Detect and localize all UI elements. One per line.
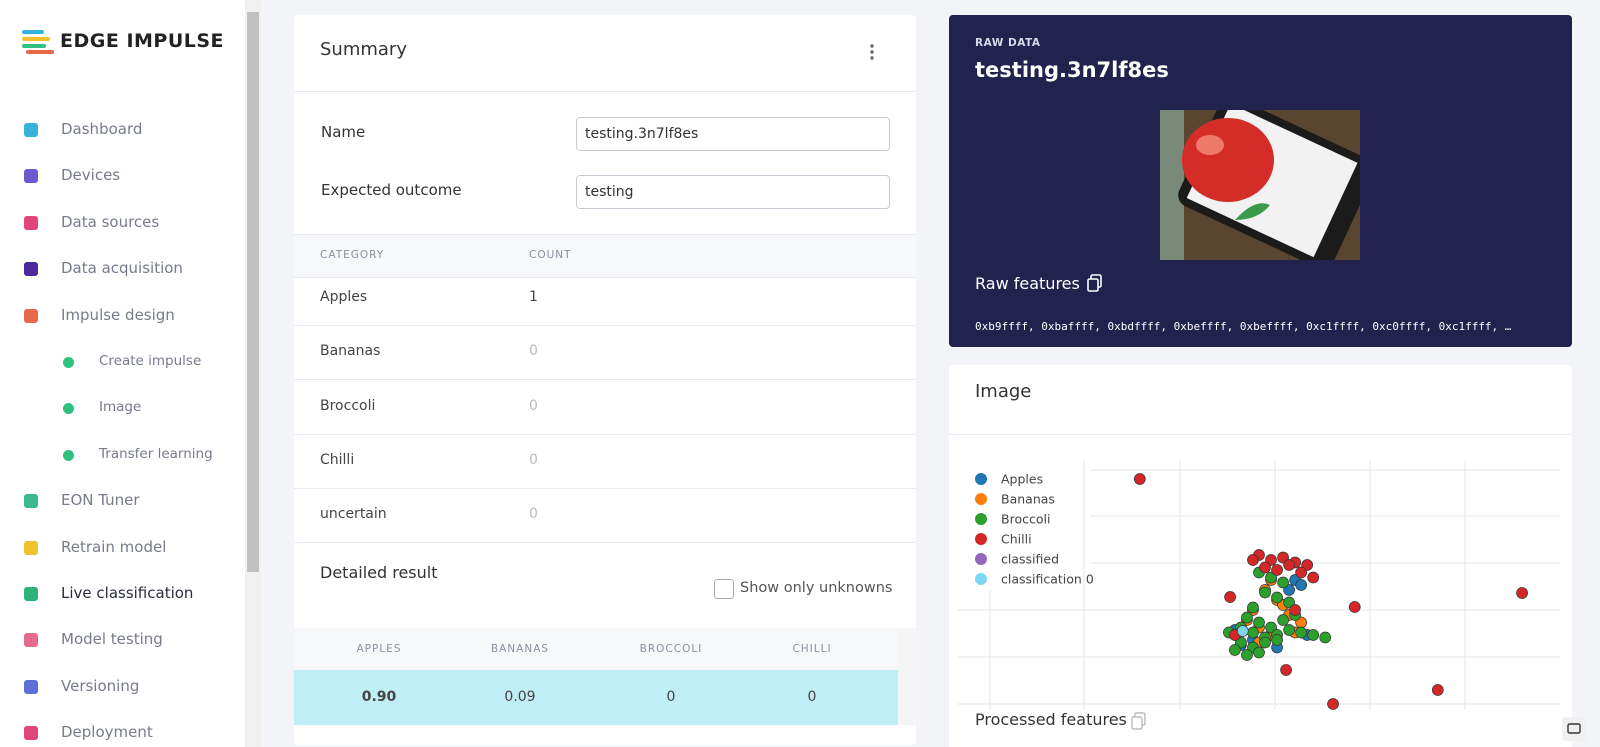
section-title: Processed features: [975, 710, 1127, 729]
result-row: [294, 670, 898, 725]
text-input: testing.3n7lf8es: [576, 117, 890, 151]
divider: [294, 325, 916, 326]
table-cell: 0: [529, 451, 538, 468]
raw-features: 0xb9ffff, 0xbaffff, 0xbdffff, 0xbeffff, …: [975, 320, 1512, 333]
nav-item[interactable]: Versioning: [61, 676, 140, 695]
card-label: RAW DATA: [975, 37, 1041, 49]
summary-card: Summary Detailed result Show only unknow…: [294, 15, 916, 745]
copy-button[interactable]: [1087, 274, 1103, 292]
sample-image: [1160, 110, 1360, 260]
nav-item[interactable]: Live classification: [61, 584, 194, 602]
divider: [294, 379, 916, 381]
nav-icon[interactable]: [24, 540, 38, 555]
divider: [949, 434, 1572, 435]
table-header-cell: BANANAS: [490, 643, 550, 655]
nav-icon[interactable]: [24, 308, 38, 323]
nav-item[interactable]: Retrain model: [61, 537, 167, 556]
chat-button[interactable]: [1562, 717, 1586, 741]
table-cell: Apples: [320, 289, 368, 305]
nav-dot[interactable]: [63, 357, 74, 368]
table-cell: 0: [529, 506, 538, 523]
table-cell: 0: [807, 689, 817, 705]
result-header: [294, 628, 898, 670]
nav-icon[interactable]: [24, 679, 38, 694]
nav-dot[interactable]: [63, 449, 74, 461]
nav-subitem[interactable]: Transfer learning: [99, 445, 213, 462]
table-header-cell: CHILLI: [792, 643, 832, 655]
nav-icon[interactable]: [24, 494, 38, 509]
section-title: Detailed result: [320, 563, 438, 582]
nav-icon[interactable]: [24, 215, 38, 230]
nav-icon[interactable]: [24, 262, 38, 277]
features-title: Raw features: [975, 274, 1080, 293]
table-cell: Bananas: [320, 343, 381, 360]
checkbox[interactable]: [714, 579, 734, 599]
nav-icon[interactable]: [24, 633, 38, 648]
table-scrollbar[interactable]: [898, 628, 916, 725]
divider: [294, 91, 916, 92]
table-cell: 0.09: [504, 689, 536, 705]
divider: [294, 433, 916, 435]
field-label: Name: [321, 123, 366, 141]
nav-item[interactable]: Data sources: [61, 212, 160, 231]
nav-item[interactable]: EON Tuner: [61, 491, 140, 510]
table-header-cell: BROCCOLI: [639, 643, 703, 655]
checkbox-label[interactable]: Show only unknowns: [740, 580, 893, 596]
nav-item[interactable]: Impulse design: [61, 305, 175, 324]
nav-subitem[interactable]: Image: [99, 399, 142, 416]
image-card: Image Processed features: [949, 365, 1572, 747]
nav-item[interactable]: Data acquisition: [61, 259, 183, 278]
logo-text: EDGE IMPULSE: [60, 30, 225, 52]
logo-icon: [22, 30, 54, 54]
table-header: [294, 234, 916, 278]
sample-title: testing.3n7lf8es: [975, 58, 1169, 82]
text-input: testing: [576, 175, 890, 209]
table-cell: 0.90: [361, 689, 397, 705]
divider: [294, 487, 916, 489]
table-cell: 0: [666, 689, 676, 705]
nav-icon[interactable]: [24, 726, 38, 741]
nav-dot[interactable]: [63, 403, 74, 415]
nav-item[interactable]: Devices: [61, 166, 121, 185]
table-cell: 0: [529, 397, 538, 414]
table-cell: Chilli: [320, 451, 355, 468]
sidebar: EDGE IMPULSE Dashboard Devices Data source…: [0, 0, 245, 747]
table-cell: 1: [529, 289, 538, 305]
scrollbar-thumb[interactable]: [247, 12, 259, 572]
raw-data-card: RAW DATA testing.3n7lf8es Raw features 0…: [949, 15, 1572, 347]
menu-button[interactable]: [868, 43, 876, 61]
card-title: Image: [975, 381, 1032, 402]
nav-item[interactable]: Dashboard: [61, 120, 143, 138]
table-cell: uncertain: [320, 506, 387, 523]
nav-item[interactable]: Model testing: [61, 630, 163, 649]
table-header-cell: APPLES: [356, 643, 402, 655]
card-title: Summary: [320, 39, 407, 60]
copy-button[interactable]: [1131, 712, 1147, 730]
table-header-cell: CATEGORY: [320, 249, 385, 261]
table-cell: Broccoli: [320, 397, 376, 414]
field-label: Expected outcome: [321, 181, 462, 199]
nav-item[interactable]: Deployment: [61, 723, 153, 742]
nav-icon[interactable]: [24, 123, 38, 137]
table-header-cell: COUNT: [529, 249, 572, 261]
nav-icon[interactable]: [24, 587, 38, 601]
table-cell: 0: [529, 343, 538, 360]
nav-subitem[interactable]: Create impulse: [99, 353, 202, 369]
nav-icon[interactable]: [24, 169, 38, 184]
divider: [294, 542, 916, 544]
